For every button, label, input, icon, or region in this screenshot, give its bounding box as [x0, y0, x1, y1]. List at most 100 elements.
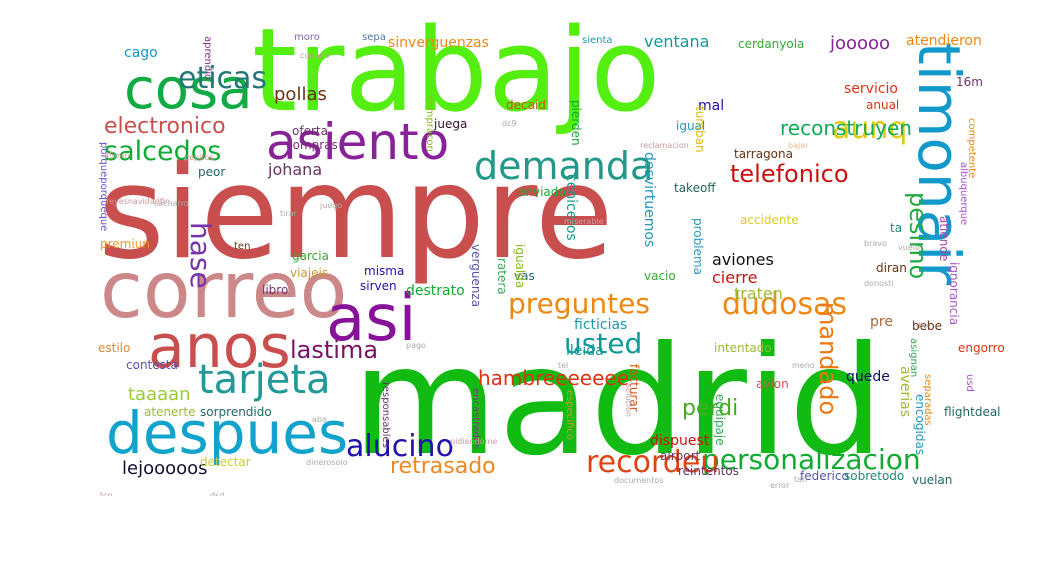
- cloud-word: mal: [698, 98, 725, 114]
- cloud-word: aprendio: [202, 36, 213, 81]
- cloud-word: atenerte: [144, 405, 196, 419]
- cloud-word: igualda: [513, 244, 527, 289]
- cloud-word: despues: [106, 399, 349, 467]
- cloud-word: miserable: [564, 217, 604, 226]
- cloud-word: dispuest: [650, 433, 710, 449]
- cloud-word: juego: [320, 201, 343, 210]
- cloud-word: ignorancia: [947, 262, 961, 326]
- cloud-word: personalizacion: [702, 443, 921, 476]
- cloud-word: dinerosolo: [306, 458, 348, 467]
- cloud-word: pidiendome: [450, 437, 498, 446]
- cloud-word: documentos: [614, 476, 664, 485]
- cloud-word: desvirtuemos: [641, 152, 657, 248]
- cloud-word: detectar: [200, 455, 251, 469]
- cloud-word: preguntes: [508, 287, 650, 320]
- cloud-word: hambreeeeeee: [478, 366, 630, 390]
- cloud-word: reyesnavidadfin: [106, 197, 170, 206]
- cloud-word: correo: [100, 246, 348, 336]
- cloud-word: responsables: [380, 382, 391, 448]
- cloud-word: pollas: [274, 84, 327, 105]
- cloud-word: dudosas: [722, 287, 848, 322]
- cloud-word: aviones: [712, 250, 774, 269]
- cloud-word: sorprendido: [200, 405, 272, 419]
- cloud-word: averias: [897, 366, 913, 417]
- cloud-word: diran: [876, 261, 907, 275]
- cloud-word: sienta: [582, 35, 613, 46]
- cloud-word: perdi: [682, 396, 739, 421]
- cloud-word: dsd: [210, 491, 225, 497]
- cloud-word: premiun: [100, 237, 150, 251]
- cloud-word: reconstruyen: [780, 116, 912, 140]
- cloud-word: 45min: [104, 151, 130, 160]
- cloud-word: sobretodo: [844, 469, 905, 483]
- cloud-word: contesta: [126, 358, 178, 372]
- cloud-word: encastrados: [470, 388, 481, 450]
- cloud-word: equipaje: [713, 394, 727, 446]
- cloud-word: juega: [434, 117, 468, 131]
- cloud-word: bravo: [864, 239, 887, 248]
- cloud-word: tan: [794, 475, 808, 484]
- cloud-word: competente: [966, 118, 977, 179]
- cloud-word: estilo: [98, 341, 131, 355]
- cloud-word: taaaan: [128, 384, 191, 405]
- cloud-word: asignan: [908, 338, 919, 378]
- cloud-word: bajar: [788, 141, 809, 150]
- cloud-word: bebe: [912, 319, 942, 333]
- cloud-word: dc9: [502, 119, 517, 128]
- cloud-word: telefonico: [730, 160, 849, 188]
- cloud-word: pierden: [569, 100, 583, 146]
- cloud-word: viajeis: [290, 266, 329, 280]
- cloud-word: ratera: [495, 258, 509, 295]
- cloud-word: asi: [326, 282, 417, 356]
- cloud-word: eticas: [178, 61, 268, 96]
- cloud-word: vas: [514, 269, 535, 283]
- cloud-word: decaid: [506, 98, 546, 112]
- cloud-word: airport: [660, 449, 701, 463]
- cloud-word: destrato: [406, 283, 465, 299]
- cloud-word: ibb: [916, 321, 929, 330]
- cloud-word: trabajo: [252, 22, 661, 138]
- word-cloud: siempre madrid trabajo timonair correo cosa as…: [94, 22, 1016, 496]
- cloud-word: sirven: [360, 279, 397, 293]
- cloud-word: engorro: [958, 341, 1005, 355]
- cloud-word: salcedos: [104, 136, 222, 167]
- cloud-word: 16m: [956, 75, 983, 89]
- cloud-word: reintentos: [678, 464, 739, 478]
- cloud-word: cago: [124, 45, 158, 61]
- cloud-word: igual: [676, 119, 706, 133]
- cloud-word: cierre: [712, 268, 758, 287]
- cloud-word: especifico: [564, 390, 575, 441]
- cloud-word: meno: [792, 361, 815, 370]
- cloud-word: sinverguenzas: [388, 35, 489, 51]
- cloud-word: tel: [558, 361, 569, 370]
- cloud-word: lastima: [290, 336, 379, 364]
- cloud-word: federico: [800, 469, 849, 483]
- cloud-word: oferta: [292, 124, 328, 138]
- cloud-word: cacharro: [154, 199, 189, 208]
- cloud-word: problema: [691, 218, 705, 276]
- cloud-word: pre: [870, 314, 893, 330]
- cloud-word: cerdanyola: [738, 37, 805, 51]
- cloud-word: moro: [294, 32, 320, 43]
- cloud-word: aunq: [832, 111, 908, 146]
- cloud-word: libro: [262, 283, 289, 297]
- cloud-word: compras: [286, 138, 338, 152]
- cloud-word: vuelo: [898, 243, 920, 252]
- cloud-word: jooooo: [830, 33, 891, 54]
- cloud-word: tumban: [693, 106, 707, 153]
- cloud-word: tirar: [280, 209, 297, 218]
- cloud-word: atiende: [937, 216, 951, 262]
- cloud-word: pago: [406, 341, 426, 350]
- cloud-word: error: [770, 481, 790, 490]
- cloud-word: anual: [866, 98, 900, 112]
- cloud-word: separadas: [922, 374, 933, 426]
- cloud-word: garcia: [292, 249, 329, 263]
- cloud-word: traten: [734, 284, 783, 303]
- cloud-word: usted: [564, 327, 643, 360]
- cloud-word: misma: [364, 264, 405, 278]
- cloud-word: compracon: [424, 96, 435, 152]
- cloud-word: donosti: [864, 279, 894, 288]
- cloud-word: abq: [312, 415, 328, 424]
- cloud-word: cuando: [300, 51, 330, 60]
- cloud-word: reclamacion: [640, 141, 689, 150]
